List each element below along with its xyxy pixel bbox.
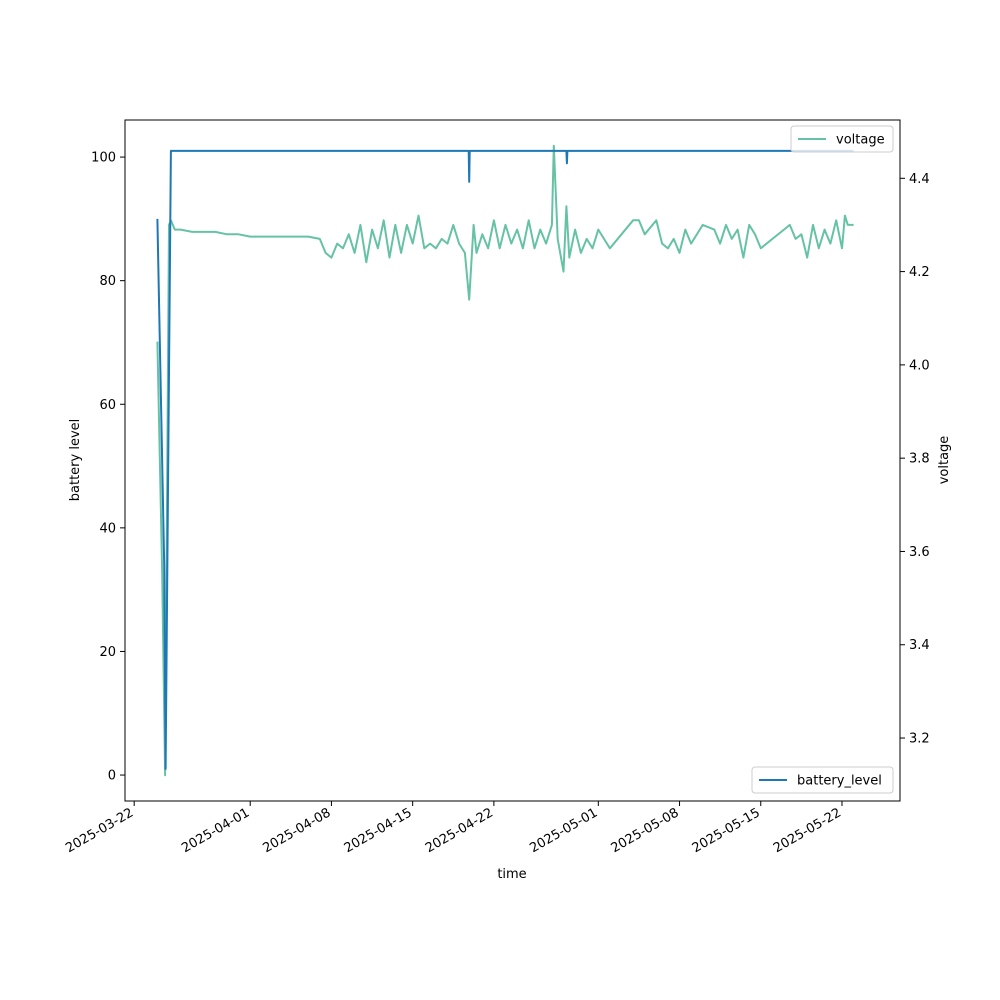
legend-voltage-box: [790, 125, 894, 153]
x-tick-label: 2025-05-08: [609, 805, 682, 856]
legend-battery-level: battery_level: [751, 766, 894, 794]
y-tick-label: 40: [99, 521, 116, 536]
y-tick-label: 0: [108, 769, 116, 784]
y2-tick-label: 4.4: [909, 172, 930, 187]
y2-tick-label: 4.0: [909, 358, 930, 373]
x-tick-label: 2025-05-22: [771, 805, 844, 856]
x-tick-label: 2025-04-15: [342, 805, 415, 856]
x-tick-label: 2025-04-01: [179, 805, 252, 856]
x-tick-label: 2025-03-22: [63, 805, 136, 856]
x-axis-label: time: [497, 867, 526, 882]
y-tick-label: 20: [99, 645, 116, 660]
y2-axis-ticks: 3.2 3.4 3.6 3.8 4.0 4.2 4.4: [900, 172, 930, 747]
x-tick-label: 2025-05-15: [690, 805, 763, 856]
y-tick-label: 80: [99, 274, 116, 289]
x-tick-label: 2025-04-08: [261, 805, 334, 856]
y2-tick-label: 4.2: [909, 265, 930, 280]
plot-lines: [156, 144, 854, 777]
legend-battery-level-box: [751, 766, 894, 794]
plot-frame: [124, 119, 901, 802]
y-tick-label: 60: [99, 398, 116, 413]
y2-tick-label: 3.2: [909, 732, 930, 747]
y2-tick-label: 3.4: [909, 638, 930, 653]
series-line-battery-level: [156, 149, 854, 770]
y2-tick-label: 3.8: [909, 452, 930, 467]
x-tick-label: 2025-05-01: [527, 805, 600, 856]
y-axis-ticks: 0 20 40 60 80 100: [91, 151, 125, 784]
legend-battery-level-label: battery_level: [797, 774, 882, 789]
legend-voltage: voltage: [790, 125, 894, 153]
series-line-voltage: [156, 144, 854, 777]
x-tick-label: 2025-04-22: [423, 805, 496, 856]
y-tick-label: 100: [91, 151, 116, 166]
y-axis-label: battery level: [68, 419, 83, 502]
legend-voltage-label: voltage: [836, 133, 885, 148]
y2-axis-label: voltage: [937, 436, 952, 485]
x-axis-ticks: 2025-03-22 2025-04-01 2025-04-08 2025-04-15…: [63, 801, 844, 856]
y2-tick-label: 3.6: [909, 545, 930, 560]
